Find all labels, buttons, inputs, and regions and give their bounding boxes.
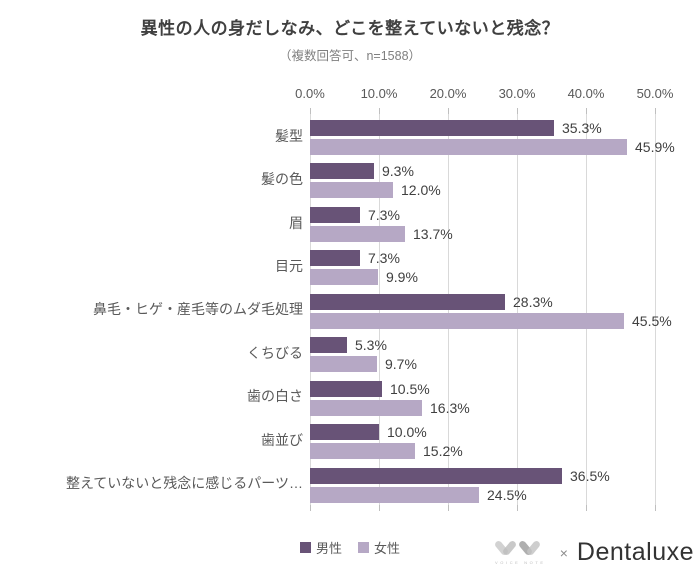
brand-name: Dentaluxe <box>576 538 694 566</box>
value-label: 7.3% <box>368 207 400 223</box>
legend-item-男性: 男性 <box>299 538 342 557</box>
value-label: 36.5% <box>570 468 610 484</box>
legend-label: 男性 <box>315 540 342 556</box>
axis-tick-mark <box>379 108 380 114</box>
legend: 男性 女性 <box>0 537 700 557</box>
bar-男性-8 <box>310 468 562 484</box>
bar-女性-5 <box>310 356 377 372</box>
x-axis-tick-label: 20.0% <box>429 86 467 101</box>
bar-男性-2 <box>310 207 360 223</box>
value-label: 45.5% <box>632 313 672 329</box>
axis-tick-mark <box>586 505 587 511</box>
bar-男性-1 <box>310 163 374 179</box>
value-label: 12.0% <box>401 182 441 198</box>
category-label: 髪の色 <box>261 171 303 188</box>
value-label: 9.7% <box>385 356 417 372</box>
x-axis-tick-label: 10.0% <box>360 86 398 101</box>
bar-女性-4 <box>310 313 624 329</box>
bar-女性-7 <box>310 443 415 459</box>
axis-tick-mark <box>310 108 311 114</box>
x-axis-tick-label: 0.0% <box>295 86 325 101</box>
legend-swatch <box>358 541 369 553</box>
value-label: 7.3% <box>368 250 400 266</box>
value-label: 9.9% <box>386 269 418 285</box>
axis-tick-mark <box>655 505 656 511</box>
bar-女性-6 <box>310 400 422 416</box>
value-label: 10.5% <box>390 381 430 397</box>
legend-item-女性: 女性 <box>358 538 400 557</box>
voice-note-logo-icon: VOICE NOTE <box>495 541 546 565</box>
value-label: 10.0% <box>387 424 427 440</box>
voice-note-logo-text: VOICE NOTE <box>495 560 546 565</box>
bar-女性-2 <box>310 226 405 242</box>
axis-tick-mark <box>379 505 380 511</box>
axis-tick-mark <box>517 108 518 114</box>
bar-女性-1 <box>310 182 393 198</box>
value-label: 16.3% <box>430 400 470 416</box>
value-label: 35.3% <box>562 120 602 136</box>
category-label: 目元 <box>275 258 303 275</box>
category-label: 眉 <box>289 214 303 231</box>
bar-女性-0 <box>310 139 627 155</box>
x-axis-tick-label: 40.0% <box>567 86 605 101</box>
value-label: 45.9% <box>635 139 675 155</box>
category-label: くちびる <box>247 344 303 361</box>
bar-男性-4 <box>310 294 505 310</box>
bar-女性-8 <box>310 487 479 503</box>
category-label: 髪型 <box>275 127 303 144</box>
value-label: 15.2% <box>423 443 463 459</box>
bar-男性-0 <box>310 120 554 136</box>
chart-subtitle: （複数回答可、n=1588） <box>278 49 422 63</box>
category-label: 鼻毛・ヒゲ・産毛等のムダ毛処理 <box>93 301 303 318</box>
category-label: 歯並び <box>261 431 303 448</box>
axis-tick-mark <box>655 108 656 114</box>
category-label: 歯の白さ <box>247 388 303 405</box>
legend-label: 女性 <box>374 540 401 556</box>
bar-男性-7 <box>310 424 379 440</box>
bar-女性-3 <box>310 269 378 285</box>
value-label: 28.3% <box>513 294 553 310</box>
category-label: 整えていないと残念に感じるパーツ… <box>65 475 303 492</box>
axis-tick-mark <box>448 108 449 114</box>
axis-tick-mark <box>586 108 587 114</box>
category-axis: 髪型髪の色眉目元鼻毛・ヒゲ・産毛等のムダ毛処理くちびる歯の白さ歯並び整えていない… <box>0 114 303 505</box>
axis-tick-mark <box>517 505 518 511</box>
value-label: 9.3% <box>382 163 414 179</box>
gridline <box>655 114 656 505</box>
chart-title: 異性の人の身だしなみ、どこを整えていないと残念？ <box>140 19 560 38</box>
brand-footer: VOICE NOTE × Dentaluxe <box>493 538 694 567</box>
legend-swatch <box>299 541 311 553</box>
axis-tick-mark <box>310 505 311 511</box>
gridline <box>586 114 587 505</box>
bar-男性-6 <box>310 381 382 397</box>
brand-separator: × <box>559 544 568 561</box>
value-label: 13.7% <box>413 226 453 242</box>
x-axis-tick-label: 30.0% <box>498 86 536 101</box>
bar-男性-3 <box>310 250 360 266</box>
gridline <box>517 114 518 505</box>
axis-tick-mark <box>448 505 449 511</box>
value-label: 24.5% <box>487 487 527 503</box>
x-axis-tick-label: 50.0% <box>636 86 674 101</box>
plot-area: 35.3% 45.9% 9.3% 12.0% 7.3% 13.7% 7.3% 9.9% 28.3… <box>310 114 675 505</box>
bar-男性-5 <box>310 337 347 353</box>
value-label: 5.3% <box>355 337 387 353</box>
